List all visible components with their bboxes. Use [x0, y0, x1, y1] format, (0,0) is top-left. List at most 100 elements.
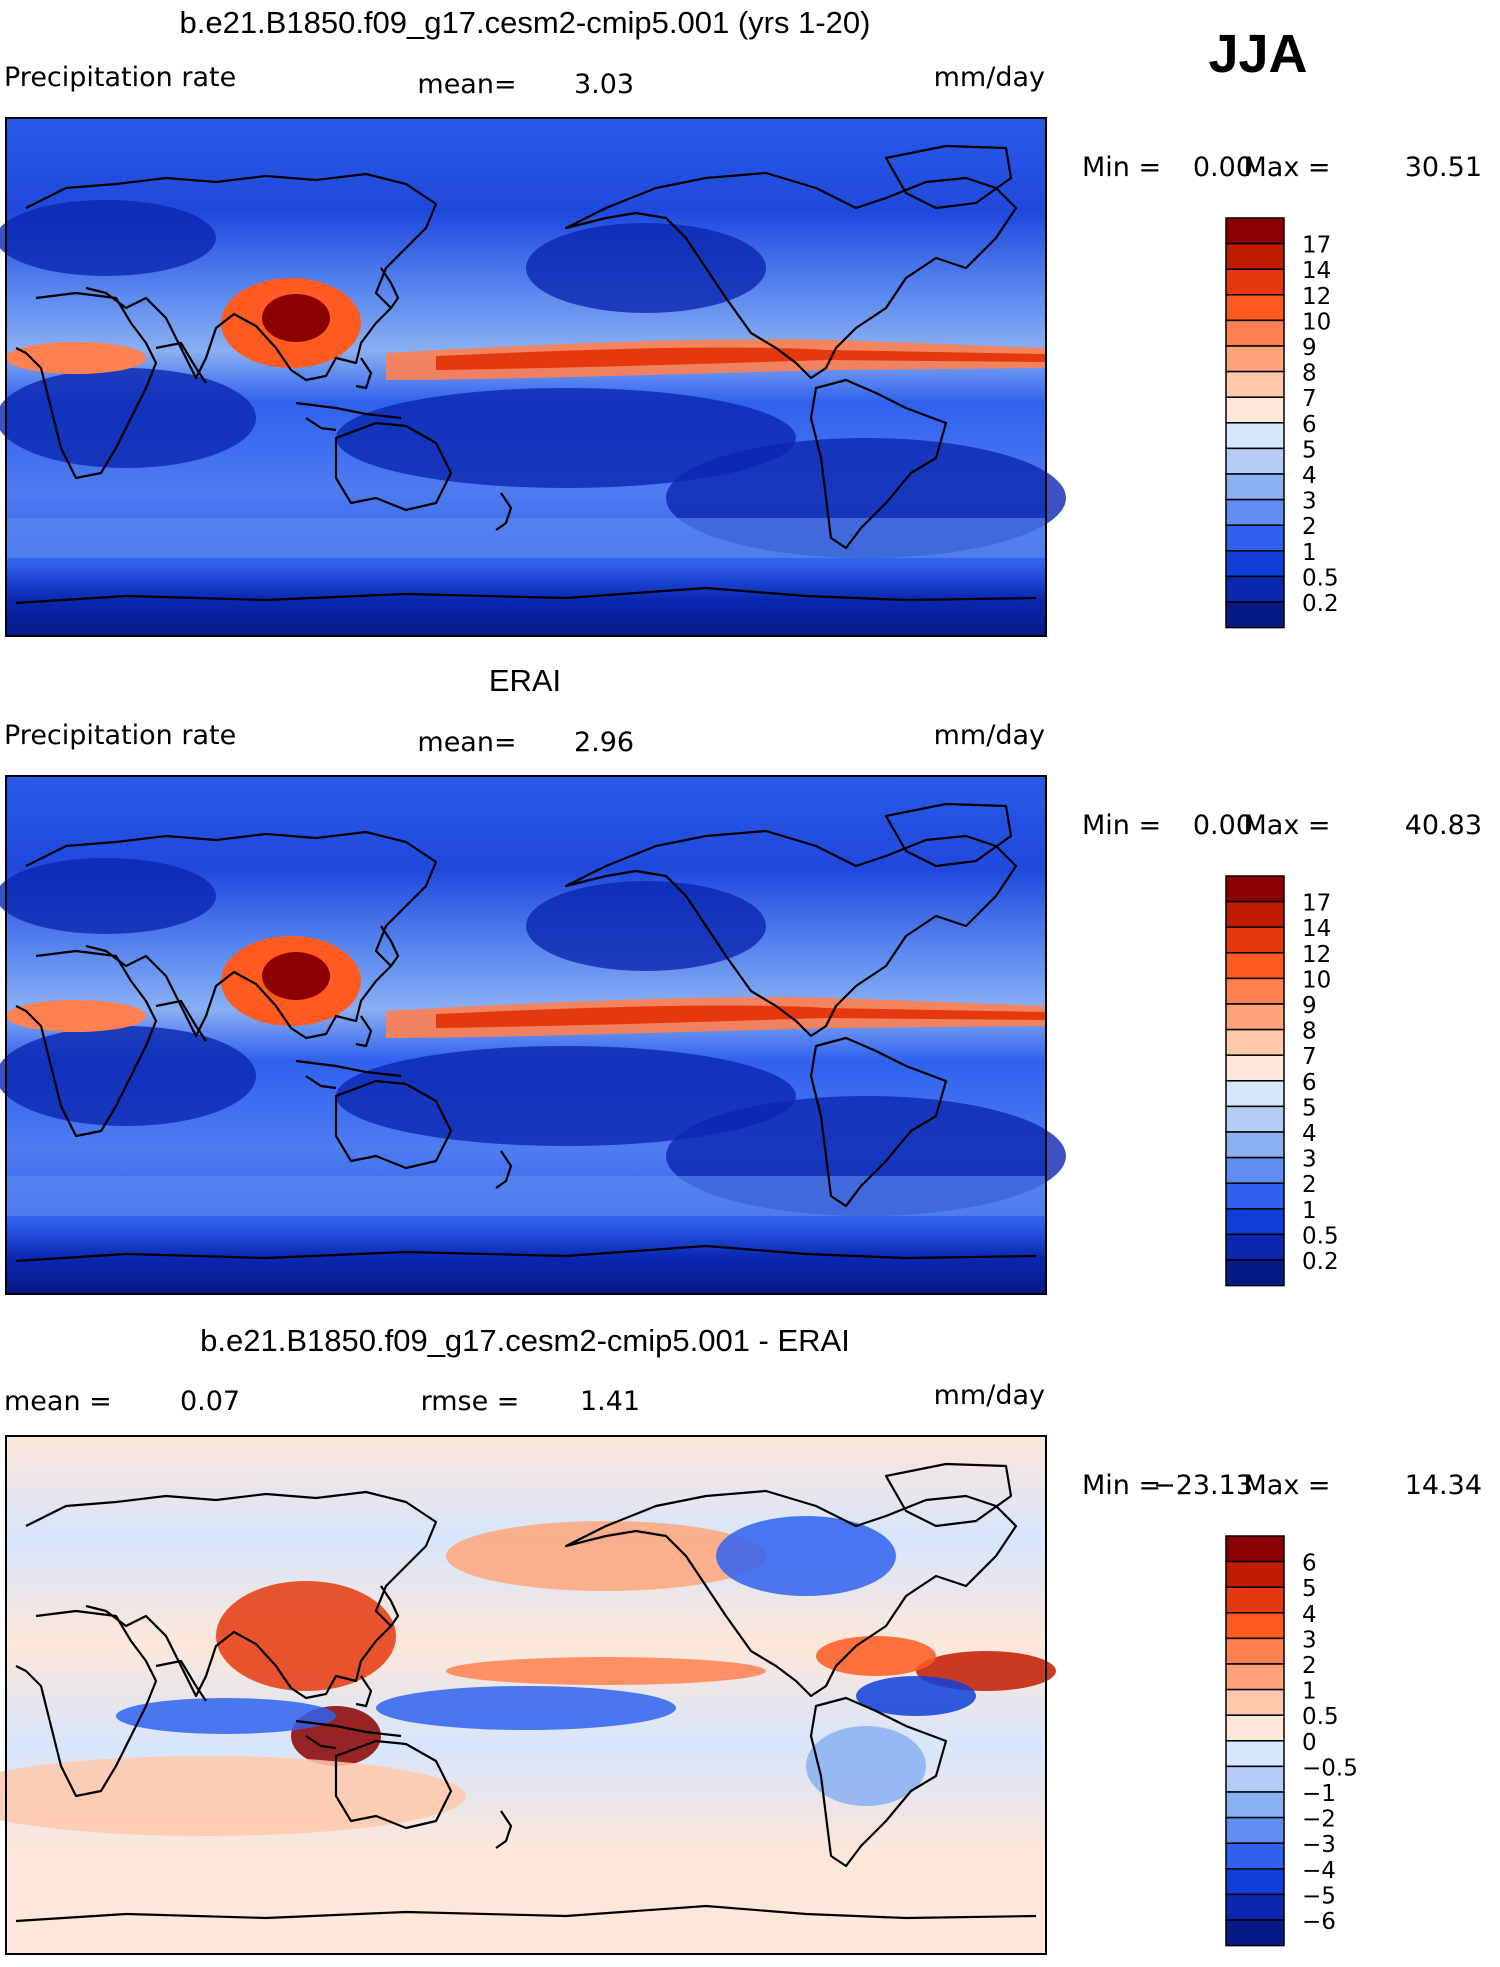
colorbar-tick-label: 12: [1302, 284, 1331, 310]
colorbar-tick-label: 0.5: [1302, 1223, 1339, 1249]
units-label: mm/day: [934, 1380, 1045, 1411]
colorbar-tick-label: −5: [1302, 1883, 1336, 1909]
precip-field: [0, 1516, 1056, 1836]
colorbar-tick-label: 5: [1302, 1576, 1317, 1602]
colorbar-box: [1225, 1765, 1285, 1793]
colorbar-tick-label: 8: [1302, 1019, 1317, 1045]
colorbar-tick-label: 9: [1302, 335, 1317, 361]
colorbar-tick-label: 2: [1302, 1172, 1317, 1198]
colorbar-tick-label: 7: [1302, 386, 1317, 412]
max-label: Max =: [1243, 152, 1330, 183]
colorbar-box: [1225, 242, 1285, 270]
colorbar-tick-label: 6: [1302, 1551, 1317, 1577]
colorbar-tick-label: −3: [1302, 1832, 1336, 1858]
min-value: −23.13: [1153, 1470, 1253, 1501]
colorbar-box: [1225, 1054, 1285, 1082]
colorbar-box: [1225, 319, 1285, 347]
colorbar-box: [1225, 601, 1285, 629]
colorbar-box: [1225, 1156, 1285, 1184]
colorbar-tick-label: 0: [1302, 1730, 1317, 1756]
colorbar-tick-label: 1: [1302, 1198, 1317, 1224]
rmse-label: rmse =: [421, 1386, 520, 1417]
colorbar-tick-label: 4: [1302, 463, 1317, 489]
colorbar-tick-label: 14: [1302, 258, 1331, 284]
colorbar-box: [1225, 524, 1285, 552]
panel-model: b.e21.B1850.f09_g17.cesm2-cmip5.001 (yrs…: [0, 5, 1482, 637]
colorbar-box: [1225, 473, 1285, 501]
map-frame: [5, 117, 1047, 637]
max-label: Max =: [1243, 1470, 1330, 1501]
colorbar-box: [1225, 1131, 1285, 1159]
colorbar-tick-label: 10: [1302, 967, 1331, 993]
colorbar-box: [1225, 396, 1285, 424]
min-value: 0.00: [1193, 810, 1253, 841]
panel-title: b.e21.B1850.f09_g17.cesm2-cmip5.001 - ER…: [200, 1323, 850, 1358]
map-model: [0, 117, 1066, 637]
colorbar-tick-label: 14: [1302, 916, 1331, 942]
map-frame: [5, 1435, 1047, 1955]
colorbar-tick-label: 3: [1302, 1627, 1317, 1653]
colorbar-box: [1225, 1688, 1285, 1716]
variable-label: Precipitation rate: [4, 62, 236, 93]
colorbar-box: [1225, 1233, 1285, 1261]
colorbar-tick-label: 10: [1302, 309, 1331, 335]
mean-value: 2.96: [574, 727, 634, 758]
colorbar-tick-label: 6: [1302, 1070, 1317, 1096]
units-label: mm/day: [934, 62, 1045, 93]
colorbar-tick-label: 1: [1302, 540, 1317, 566]
colorbar-tick-label: −0.5: [1302, 1755, 1358, 1781]
rmse-value: 1.41: [580, 1386, 640, 1417]
colorbar-box: [1225, 875, 1285, 903]
colorbar-tick-label: 2: [1302, 514, 1317, 540]
colorbar-tick-label: 7: [1302, 1044, 1317, 1070]
colorbar-box: [1225, 1663, 1285, 1691]
precip-field: [0, 858, 1066, 1216]
map-frame: [5, 775, 1047, 1295]
colorbar-box: [1225, 1560, 1285, 1588]
panel-diff: b.e21.B1850.f09_g17.cesm2-cmip5.001 - ER…: [0, 1323, 1482, 1955]
colorbar-box: [1225, 575, 1285, 603]
max-value: 40.83: [1405, 810, 1482, 841]
colorbar-tick-label: 0.2: [1302, 1249, 1339, 1275]
colorbar-box: [1225, 926, 1285, 954]
colorbar-tick-label: 4: [1302, 1602, 1317, 1628]
colorbar-box: [1225, 1893, 1285, 1921]
colorbar-box: [1225, 294, 1285, 322]
colorbar-tick-label: 9: [1302, 993, 1317, 1019]
map-obs: [0, 775, 1066, 1295]
colorbar-tick-label: 3: [1302, 1147, 1317, 1173]
colorbar-box: [1225, 1028, 1285, 1056]
colorbar-tick-label: 17: [1302, 233, 1331, 259]
colorbar-box: [1225, 268, 1285, 296]
colorbar-box: [1225, 1586, 1285, 1614]
colorbar-box: [1225, 1259, 1285, 1287]
colorbar-box: [1225, 1182, 1285, 1210]
colorbar-box: [1225, 1714, 1285, 1742]
colorbar-box: [1225, 977, 1285, 1005]
mean-label: mean=: [417, 69, 516, 100]
min-label: Min =: [1082, 810, 1161, 841]
min-label: Min =: [1082, 152, 1161, 183]
colorbar-box: [1225, 345, 1285, 373]
max-value: 30.51: [1405, 152, 1482, 183]
panel-title: b.e21.B1850.f09_g17.cesm2-cmip5.001 (yrs…: [179, 5, 870, 40]
colorbar-tick-label: 0.5: [1302, 565, 1339, 591]
colorbar-tick-label: 6: [1302, 412, 1317, 438]
colorbar-tick-label: 5: [1302, 1095, 1317, 1121]
colorbar-tick-label: −2: [1302, 1807, 1336, 1833]
max-value: 14.34: [1405, 1470, 1482, 1501]
season-label: JJA: [1208, 24, 1307, 84]
colorbar-tick-label: 8: [1302, 361, 1317, 387]
colorbar-box: [1225, 1791, 1285, 1819]
panel-title: ERAI: [489, 663, 561, 698]
colorbar-tick-label: −1: [1302, 1781, 1336, 1807]
colorbar-tick-label: 0.2: [1302, 591, 1339, 617]
colorbar-box: [1225, 447, 1285, 475]
variable-label: Precipitation rate: [4, 720, 236, 751]
colorbar-box: [1225, 1919, 1285, 1947]
colorbar-tick-label: 0.5: [1302, 1704, 1339, 1730]
colorbar-box: [1225, 1208, 1285, 1236]
colorbar-box: [1225, 498, 1285, 526]
min-value: 0.00: [1193, 152, 1253, 183]
